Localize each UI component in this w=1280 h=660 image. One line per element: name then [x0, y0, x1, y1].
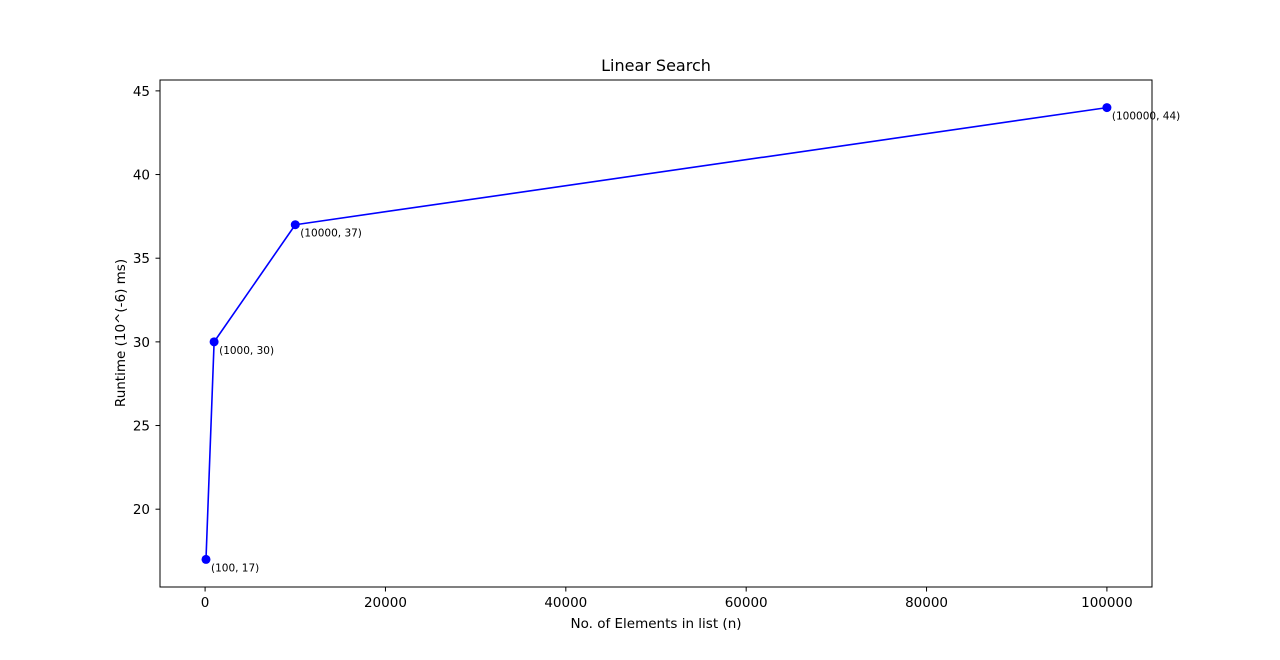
x-tick-label: 80000 — [905, 595, 948, 611]
y-axis-label: Runtime (10^(-6) ms) — [113, 259, 129, 407]
point-annotation: (10000, 37) — [300, 228, 362, 240]
data-point — [201, 554, 211, 564]
plot-frame — [159, 79, 1153, 588]
point-annotation: (100000, 44) — [1112, 111, 1180, 123]
x-tick-label: 100000 — [1081, 595, 1133, 611]
series-layer — [201, 103, 1112, 564]
y-tick-label: 25 — [133, 419, 150, 435]
y-tick-label: 35 — [133, 251, 150, 267]
annotation-layer: (100, 17) (1000, 30) (10000, 37) (100000, 4… — [211, 111, 1180, 575]
x-axis-label: No. of Elements in list (n) — [570, 616, 741, 632]
data-point — [1102, 103, 1112, 113]
y-tick-label: 40 — [133, 168, 150, 184]
series-line — [205, 106, 1108, 560]
x-tick-label: 20000 — [364, 595, 407, 611]
y-tick-label: 30 — [133, 335, 150, 351]
point-annotation: (1000, 30) — [219, 345, 274, 357]
x-tick-label: 0 — [201, 595, 210, 611]
data-point — [209, 337, 219, 347]
y-tick-label: 20 — [133, 502, 150, 518]
x-tick-label: 40000 — [544, 595, 587, 611]
ticks-layer: 0 20000 40000 60000 80000 100000 20 25 30 35 40 45 — [133, 84, 1133, 611]
chart-title: Linear Search — [601, 56, 711, 75]
point-annotation: (100, 17) — [211, 562, 259, 574]
x-tick-label: 60000 — [725, 595, 768, 611]
y-tick-label: 45 — [133, 84, 150, 100]
data-point — [290, 220, 300, 230]
